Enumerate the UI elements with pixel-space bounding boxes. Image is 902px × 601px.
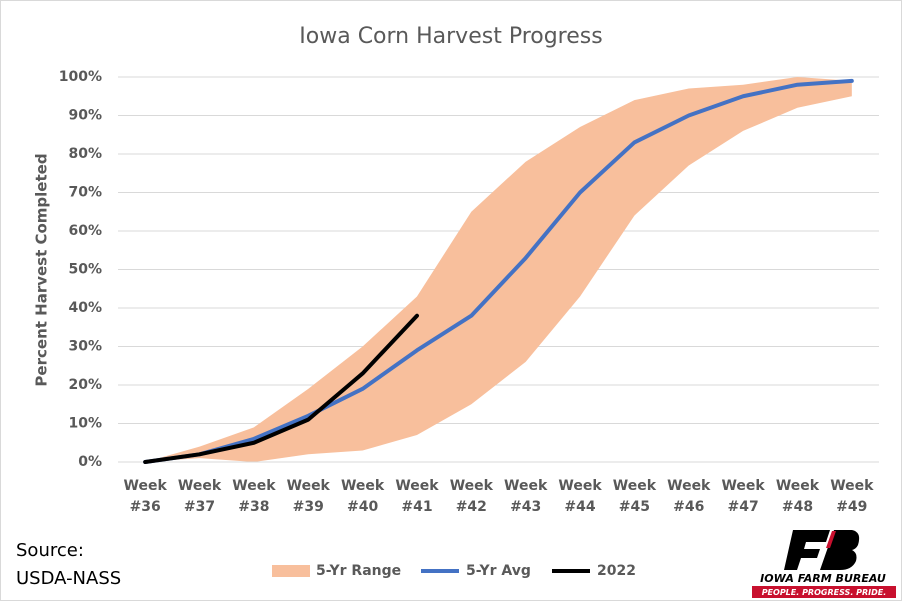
- annotation: USDA-NASS: [16, 568, 121, 589]
- x-tick-label: Week #48: [776, 478, 820, 515]
- x-tick-label: Week #38: [232, 478, 276, 515]
- logo-name: IOWA FARM BUREAU: [760, 572, 886, 585]
- y-tick-label: 90%: [68, 108, 102, 124]
- y-tick-label: 80%: [68, 146, 102, 162]
- y-axis-label: Percent Harvest Completed: [33, 153, 51, 386]
- y-tick-label: 20%: [68, 377, 102, 393]
- chart-title: Iowa Corn Harvest Progress: [299, 24, 602, 49]
- annotation: Source:: [16, 540, 84, 561]
- logo-b: [820, 530, 860, 570]
- logo-tagline: PEOPLE. PROGRESS. PRIDE.: [762, 588, 887, 597]
- x-tick-label: Week #39: [287, 478, 331, 515]
- x-tick-label: Week #46: [667, 478, 711, 515]
- y-tick-label: 10%: [68, 416, 102, 432]
- y-tick-label: 60%: [68, 223, 102, 239]
- x-tick-label: Week #40: [341, 478, 385, 515]
- x-tick-label: Week #44: [558, 478, 602, 515]
- x-tick-label: Week #47: [721, 478, 765, 515]
- y-tick-label: 0%: [78, 454, 102, 470]
- x-tick-label: Week #37: [178, 478, 222, 515]
- x-tick-label: Week #41: [395, 478, 439, 515]
- logo-f: [784, 530, 830, 570]
- x-tick-label: Week #36: [124, 478, 168, 515]
- logo-bar: [752, 586, 896, 598]
- y-tick-label: 70%: [68, 185, 102, 201]
- legend-swatch: [272, 565, 310, 577]
- logo-accent: [826, 531, 836, 548]
- x-tick-label: Week #42: [450, 478, 494, 515]
- y-tick-label: 40%: [68, 300, 102, 316]
- line: [143, 313, 419, 464]
- x-tick-label: Week #49: [830, 478, 874, 515]
- y-tick-label: 50%: [68, 262, 102, 278]
- range-area: [145, 77, 852, 462]
- x-tick-label: Week #43: [504, 478, 548, 515]
- legend-label: 2022: [597, 563, 636, 579]
- y-tick-label: 30%: [68, 339, 102, 355]
- line: [143, 78, 854, 464]
- legend-label: 5-Yr Avg: [466, 563, 531, 579]
- y-tick-label: 100%: [59, 69, 102, 85]
- logo: IOWA FARM BUREAU PEOPLE. PROGRESS. PRIDE…: [752, 530, 896, 598]
- legend-label: 5-Yr Range: [316, 563, 401, 579]
- x-tick-label: Week #45: [613, 478, 657, 515]
